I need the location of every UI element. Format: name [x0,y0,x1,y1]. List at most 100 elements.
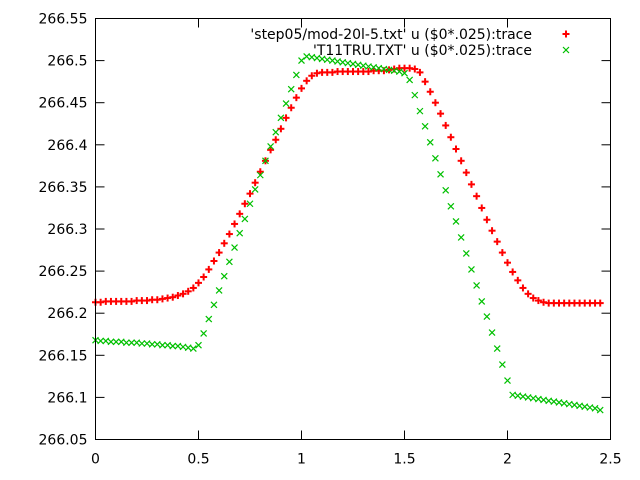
x-tick-label: 1 [297,452,306,468]
series-1-point [488,227,496,235]
series-2-point [447,202,455,210]
series-2-point [411,91,419,99]
series-2-point [112,338,120,346]
series-2-point [277,114,285,122]
series-1-point [179,290,187,298]
y-tick-label: 266.35 [39,180,88,196]
series-2-point [210,301,218,309]
series-1-point [210,257,218,265]
series-1-point [462,169,470,177]
series-2-point [431,154,439,162]
y-tick-label: 266.25 [39,264,88,280]
y-tick-label: 266.15 [39,348,88,364]
legend-marker-series-1 [562,30,570,38]
series-1-point [231,220,239,228]
y-tick-label: 266.4 [47,138,87,154]
legend-label-series-2: 'T11TRU.TXT' u ($0*.025):trace [313,43,532,59]
series-2-point [200,329,208,337]
series-1-point [267,146,275,154]
series-2-point [251,186,259,193]
series-2-point [442,186,450,194]
series-2-point [452,217,460,225]
series-2-point [236,229,244,237]
series-1-point [504,259,511,267]
y-tick-label: 266.5 [47,54,87,70]
y-tick-label: 266.45 [39,96,88,112]
legend-markers [562,30,570,54]
y-tick-label: 266.3 [47,222,87,238]
series-2-point [493,345,501,352]
series-1-point [189,284,197,292]
series-2-point [395,68,403,75]
x-tick-label: 0.5 [187,452,209,468]
series-2-point [220,272,228,280]
series-2-point [225,258,233,266]
series-1-point [298,84,305,92]
plot-series [92,52,604,414]
series-1-point [457,157,465,165]
series-2-point [292,71,300,79]
series-1-point [524,290,532,298]
x-tick-label: 2 [503,452,512,468]
series-1-point [292,94,300,102]
series-1-point [437,110,445,118]
series-1-point [498,249,506,257]
series-2-point [498,361,506,368]
series-2-point [169,342,177,350]
series-1-point [251,179,259,187]
x-tick-label: 0 [91,452,100,468]
series-2-point [504,377,511,384]
series-2-point [437,170,444,178]
legend: 'step05/mod-20l-5.txt' u ($0*.025):trace… [250,27,570,59]
series-2-point [298,57,305,65]
series-2-point [473,281,481,289]
series-1-point [205,265,213,273]
series-2-point [462,249,470,257]
y-tick-label: 266.1 [47,390,87,406]
series-2-point [262,157,269,165]
series-2-point [231,244,238,251]
series-1-point [236,210,244,218]
series-2-point [128,339,135,347]
series-1-point [478,204,486,212]
series-1-point [452,145,460,153]
series-2-point [148,340,156,348]
series-2-point [421,122,429,130]
series-1-point [287,104,295,112]
series-2-point [246,200,254,208]
series-1-point [303,77,311,85]
series-1-point [411,65,419,73]
series-1-point [195,279,202,287]
series-1-point [169,293,177,301]
series-1-point [215,249,223,257]
y-tick-label: 266.55 [39,12,88,28]
series-1-point [246,190,254,198]
series-1-point [596,299,604,307]
series-1-point [514,276,522,284]
series-1-point [184,287,192,295]
series-2-point [287,85,295,93]
series-1-point [509,268,517,276]
series-2-point [591,404,599,412]
series-1-point [282,114,290,122]
series-1-point [529,294,537,302]
series-2-point [272,128,280,136]
y-tick-label: 266.2 [47,306,87,322]
series-1-point [174,292,182,300]
series-1-point [431,99,439,107]
legend-marker-series-2 [562,46,570,54]
series-2-point [267,143,275,150]
series-2-point [241,215,249,223]
series-2-point [457,233,465,241]
series-2-point [478,297,486,305]
series-2 [92,52,604,414]
x-tick-label: 2.5 [599,452,621,468]
series-2-point [97,337,105,345]
series-1-point [241,200,249,208]
series-2-point [468,265,475,273]
series-1-point [421,78,429,86]
series-2-point [401,69,408,77]
x-tick-label: 1.5 [393,452,415,468]
